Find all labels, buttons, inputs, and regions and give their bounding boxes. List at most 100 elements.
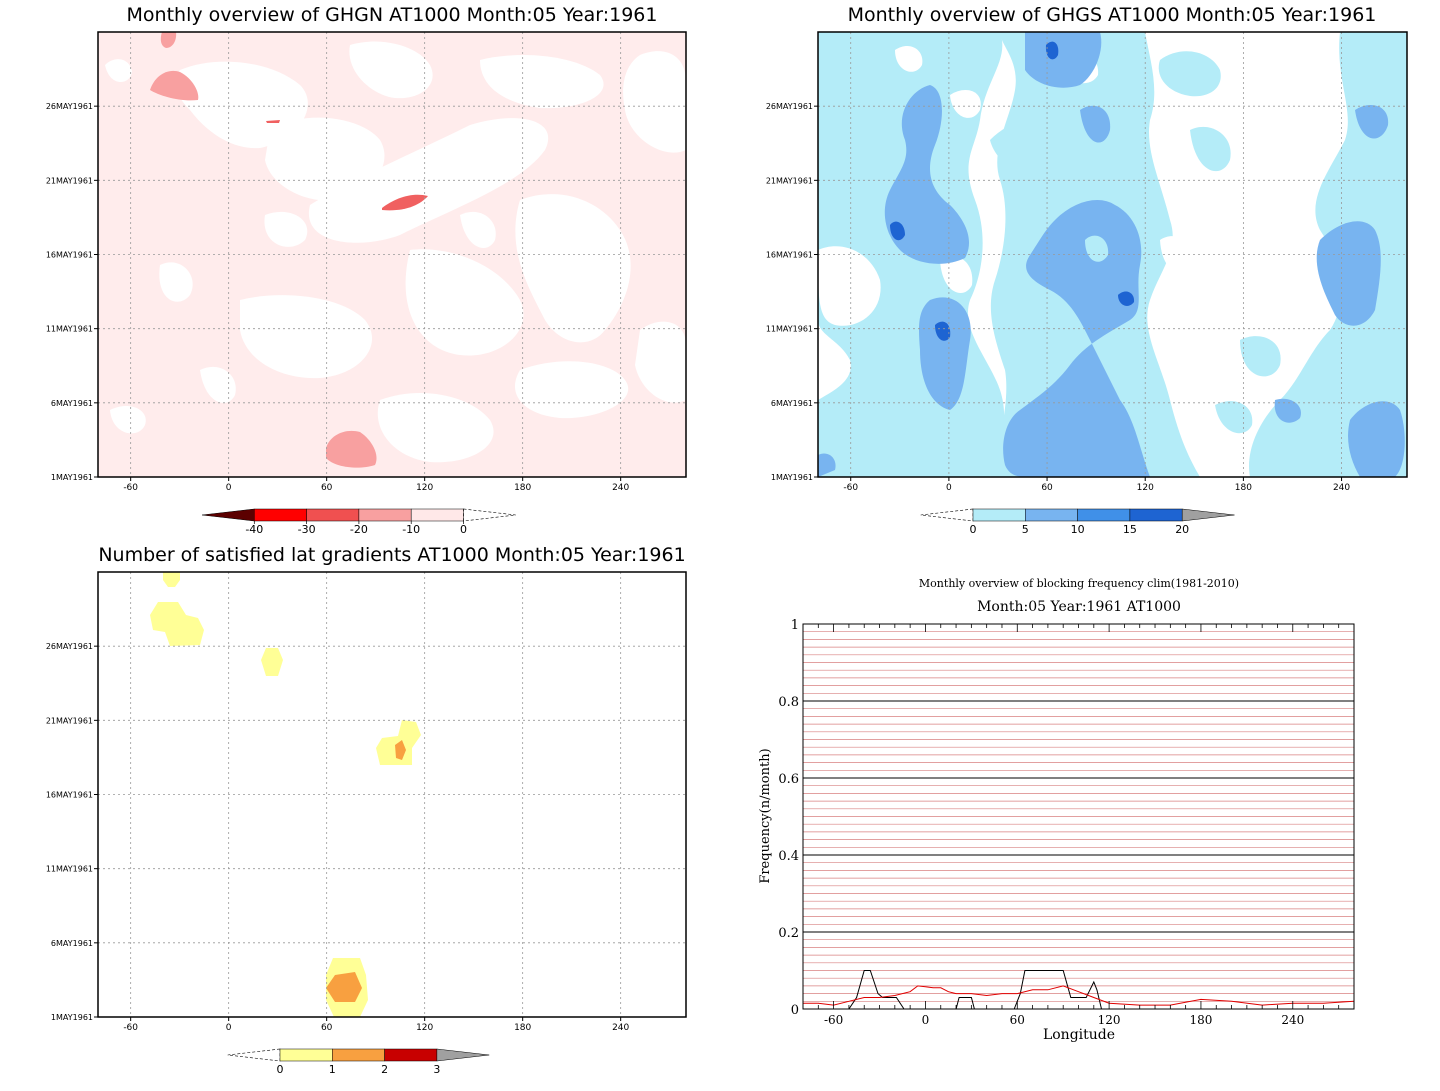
ghgn-anomaly-blob: [382, 194, 428, 211]
x-tick-label: 120: [416, 1023, 433, 1033]
ghgs-mid-region: [1274, 398, 1301, 423]
ghgn-light-region: [515, 194, 631, 343]
ghgs-strong-core: [890, 221, 905, 241]
y-tick-label: 11MAY1961: [46, 325, 93, 334]
colorbar-open-triangle: [463, 508, 516, 522]
colorbar-segment: [384, 1048, 438, 1062]
frequency-gridlines: [803, 631, 1354, 1002]
gradient-count-blob: [163, 572, 180, 587]
y-tick-label: 1: [791, 618, 799, 633]
ghgn-anomaly-blob: [326, 430, 377, 468]
ghgs-mid-region: [1355, 105, 1389, 139]
ghgs-gridlines: [818, 32, 1407, 477]
y-tick-label: 0: [791, 1003, 799, 1018]
ghgs-light-region: [1249, 32, 1407, 477]
x-tick-label: 120: [1137, 483, 1154, 493]
colorbar-segment: [972, 508, 1026, 522]
ghgs-title: Monthly overview of GHGS AT1000 Month:05…: [848, 4, 1377, 26]
colorbar-segment: [332, 1048, 385, 1062]
colorbar-label: 1: [329, 1063, 336, 1076]
ghgs-colorbar: 0 5 10 15 20: [920, 508, 1235, 536]
frequency-title-line1: Monthly overview of blocking frequency c…: [919, 577, 1239, 590]
ghgs-clear-region: [940, 256, 973, 293]
ghgs-mid-region: [1080, 105, 1111, 143]
colorbar-label: 20: [1175, 523, 1189, 536]
ghgn-light-region: [460, 211, 496, 248]
ghgs-clear-region: [895, 45, 923, 72]
ghgs-mid-region: [1003, 200, 1150, 477]
ghgs-clear-region: [1160, 236, 1193, 273]
x-tick-label: 0: [922, 1013, 930, 1027]
ghgn-title: Monthly overview of GHGN AT1000 Month:05…: [127, 4, 658, 26]
y-tick-label: 21MAY1961: [46, 716, 93, 725]
lat-gradients-gridlines: [98, 572, 686, 1017]
ghgs-strong-core: [1118, 291, 1135, 306]
x-tick-label: -60: [824, 1013, 843, 1027]
colorbar-label: 0: [460, 523, 467, 536]
observed-frequency-line: [803, 970, 1354, 1009]
lat-gradients-panel: Number of satisfied lat gradients AT1000…: [46, 544, 687, 1076]
ghgn-light-region: [110, 405, 146, 434]
y-tick-label: 16MAY1961: [46, 791, 93, 800]
x-tick-label: 0: [226, 483, 232, 493]
colorbar-open-triangle: [920, 508, 974, 522]
ghgs-clear-region: [1270, 96, 1306, 133]
x-tick-label: 240: [612, 483, 629, 493]
x-tick-label: 180: [514, 1023, 531, 1033]
ghgn-light-region: [623, 51, 686, 153]
colorbar-label: 0: [277, 1063, 284, 1076]
climatology-frequency-line: [803, 985, 1354, 1006]
ghgn-anomaly-blob: [266, 120, 280, 123]
colorbar-label: 5: [1022, 523, 1029, 536]
ghgn-light-region: [635, 321, 686, 403]
colorbar-end-triangle: [201, 508, 255, 522]
lat-gradients-axes: -60 0 60 120 180 240 1MAY1961 6MAY1961 11MAY1961…: [46, 642, 630, 1033]
x-tick-label: -60: [123, 483, 138, 493]
x-tick-label: 0: [946, 483, 952, 493]
gradient-count-blob: [150, 602, 204, 646]
ghgs-field: [818, 32, 1407, 477]
colorbar-end-triangle: [436, 1048, 490, 1062]
ghgs-panel: Monthly overview of GHGS AT1000 Month:05…: [766, 4, 1408, 536]
ghgn-light-region: [377, 392, 494, 463]
ghgs-clear-region: [1200, 176, 1306, 256]
colorbar-segment: [358, 508, 412, 522]
ghgs-light-region: [870, 366, 896, 393]
x-tick-label: 180: [1235, 483, 1252, 493]
colorbar-segment: [254, 508, 307, 522]
y-tick-label: 11MAY1961: [46, 865, 93, 874]
ghgs-mid-region: [1348, 401, 1405, 477]
x-tick-label: 0: [226, 1023, 232, 1033]
x-tick-label: 60: [321, 483, 333, 493]
ghgs-clear-region: [818, 246, 881, 326]
colorbar-label: 10: [1071, 523, 1085, 536]
colorbar-label: 0: [970, 523, 977, 536]
frequency-xlabel: Longitude: [1043, 1027, 1115, 1043]
ghgs-mid-region: [1025, 32, 1102, 88]
colorbar-label: -30: [298, 523, 316, 536]
ghgn-light-region: [159, 262, 193, 302]
y-tick-label: 6MAY1961: [51, 399, 93, 408]
ghgs-strong-core: [935, 321, 951, 341]
ghgn-light-region: [514, 361, 629, 419]
gradient-count-blob-high: [326, 972, 362, 1002]
x-tick-label: 120: [1098, 1013, 1121, 1027]
ghgs-mid-region: [1316, 221, 1381, 326]
y-tick-label: 1MAY1961: [51, 1013, 93, 1022]
x-tick-label: -60: [843, 483, 858, 493]
colorbar-segment: [306, 508, 360, 522]
y-tick-label: 21MAY1961: [766, 176, 813, 185]
ghgn-anomaly-blob: [160, 32, 177, 48]
frequency-axes: 0 0.2 0.4 0.6 0.8 1 -60 0 60 120 180 240: [778, 618, 1355, 1027]
colorbar-segment: [1025, 508, 1078, 522]
y-tick-label: 6MAY1961: [771, 399, 813, 408]
frequency-series: [803, 970, 1354, 1009]
ghgs-mid-region: [818, 453, 836, 477]
x-tick-label: -60: [123, 1023, 138, 1033]
ghgn-gridlines: [98, 32, 686, 477]
x-tick-label: 180: [514, 483, 531, 493]
y-tick-label: 0.8: [778, 695, 799, 710]
frequency-title-line2: Month:05 Year:1961 AT1000: [977, 599, 1181, 615]
gradient-count-blob: [261, 648, 283, 676]
colorbar-label: -10: [402, 523, 420, 536]
